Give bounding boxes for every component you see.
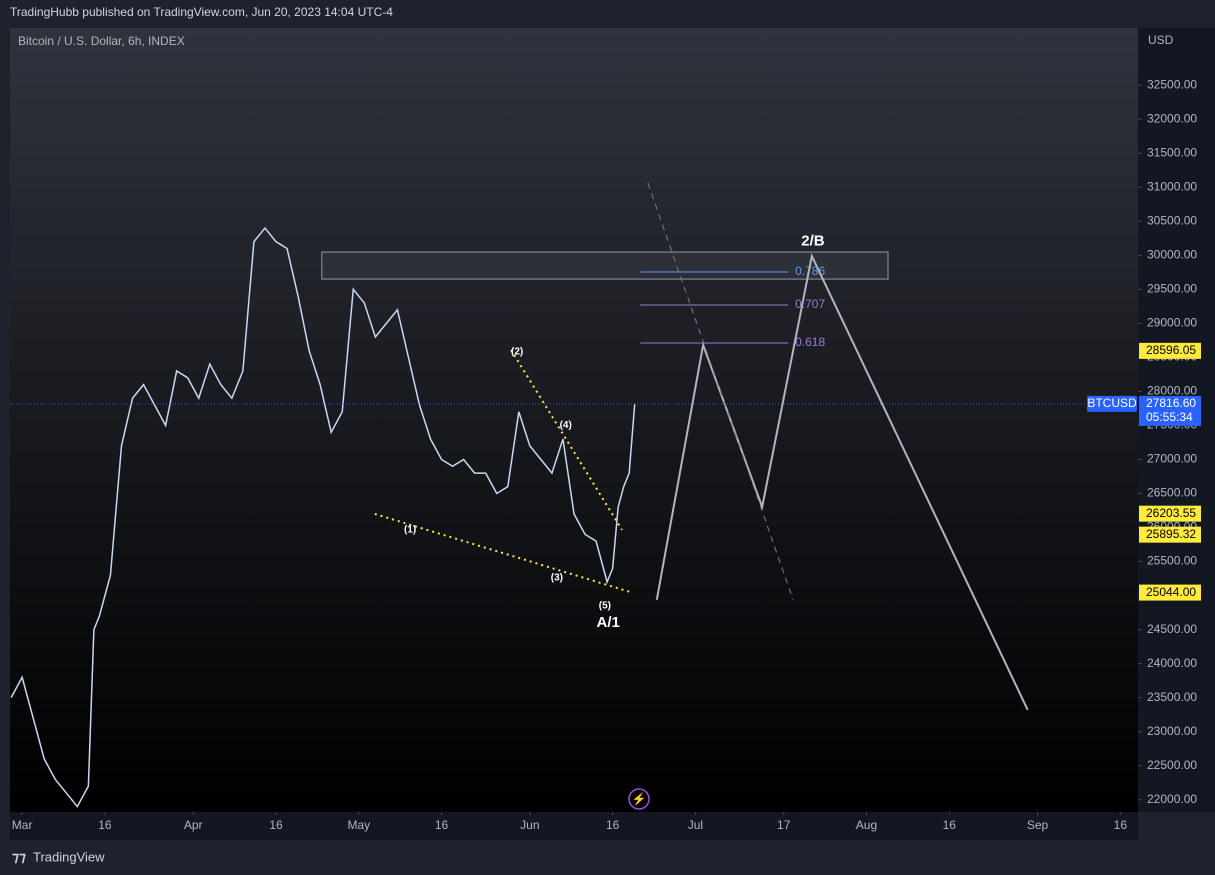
- y-tick-label: 29000.00: [1147, 316, 1197, 330]
- logo-mark: ⁊⁊: [12, 849, 26, 865]
- x-tick-label: May: [347, 818, 370, 832]
- dashed-trendline: [647, 182, 794, 600]
- alert-icon-glyph: ⚡: [632, 792, 647, 806]
- y-tick-label: 22000.00: [1147, 792, 1197, 806]
- y-tick-label: 23000.00: [1147, 724, 1197, 738]
- x-tick-label: Apr: [184, 818, 203, 832]
- price-label: 26203.55: [1146, 506, 1196, 520]
- x-tick-label: 16: [98, 818, 112, 832]
- x-tick-label: Mar: [12, 818, 33, 832]
- footer: TradingView: [33, 849, 105, 864]
- wave-label: (2): [511, 347, 523, 358]
- price-label-box: [1139, 526, 1201, 543]
- x-tick-label: Aug: [856, 818, 877, 832]
- alert-icon[interactable]: [628, 788, 650, 810]
- y-tick-label: 23500.00: [1147, 690, 1197, 704]
- y-tick-label: 30500.00: [1147, 213, 1197, 227]
- price-label-box: [1139, 505, 1201, 522]
- y-tick-label: 29500.00: [1147, 282, 1197, 296]
- wave-label: (5): [599, 600, 611, 611]
- x-tick-label: Jun: [520, 818, 539, 832]
- price-line: [10, 226, 636, 808]
- wave-label: 2/B: [801, 233, 825, 250]
- y-tick-label: 27000.00: [1147, 452, 1197, 466]
- y-tick-label: 31500.00: [1147, 145, 1197, 159]
- price-label: 25044.00: [1146, 585, 1196, 599]
- y-tick-label: 30000.00: [1147, 247, 1197, 261]
- fib-label: 0.707: [795, 297, 825, 311]
- y-tick-label: 31000.00: [1147, 179, 1197, 193]
- y-tick-label: 26500.00: [1147, 486, 1197, 500]
- price-label: 28596.05: [1146, 343, 1196, 357]
- x-tick-label: 16: [269, 818, 283, 832]
- plot-bg: [10, 28, 1138, 812]
- fib-label: 0.618: [795, 335, 825, 349]
- time-axis-bg: [10, 812, 1138, 840]
- wave-label: (1): [404, 524, 416, 535]
- y-tick-label: 24500.00: [1147, 622, 1197, 636]
- symbol-tag: [1087, 395, 1137, 412]
- last-price-label: 27816.60: [1146, 396, 1196, 410]
- wave-label: (3): [551, 573, 563, 584]
- x-tick-label: 16: [606, 818, 620, 832]
- price-label: 25895.32: [1146, 527, 1196, 541]
- price-label-box: [1139, 342, 1201, 359]
- y-tick-label: 25500.00: [1147, 554, 1197, 568]
- x-tick-label: Sep: [1027, 818, 1049, 832]
- projection-path: [655, 252, 1029, 711]
- x-tick-label: 17: [777, 818, 791, 832]
- x-tick-label: 16: [435, 818, 449, 832]
- resistance-zone: [321, 251, 889, 280]
- price-label-box: [1139, 584, 1201, 601]
- y-tick-label: 24000.00: [1147, 656, 1197, 670]
- x-tick-label: Jul: [688, 818, 703, 832]
- wave-label: A/1: [597, 614, 620, 631]
- x-tick-label: 16: [943, 818, 957, 832]
- y-tick-label: 28000.00: [1147, 384, 1197, 398]
- wave-label: (4): [560, 420, 572, 431]
- x-tick-label: 16: [1114, 818, 1128, 832]
- countdown: 05:55:34: [1146, 410, 1193, 424]
- y-tick-label: 22500.00: [1147, 758, 1197, 772]
- publisher: TradingHubb published on TradingView.com…: [10, 5, 393, 19]
- chart-title: Bitcoin / U.S. Dollar, 6h, INDEX: [18, 34, 185, 48]
- y-tick-label: 32500.00: [1147, 77, 1197, 91]
- y-tick-label: 32000.00: [1147, 111, 1197, 125]
- last-price-box: [1139, 395, 1201, 426]
- dotted-trendline: [374, 512, 631, 593]
- symbol-tag-text: BTCUSD: [1087, 396, 1137, 410]
- y-axis-label: USD: [1148, 33, 1174, 47]
